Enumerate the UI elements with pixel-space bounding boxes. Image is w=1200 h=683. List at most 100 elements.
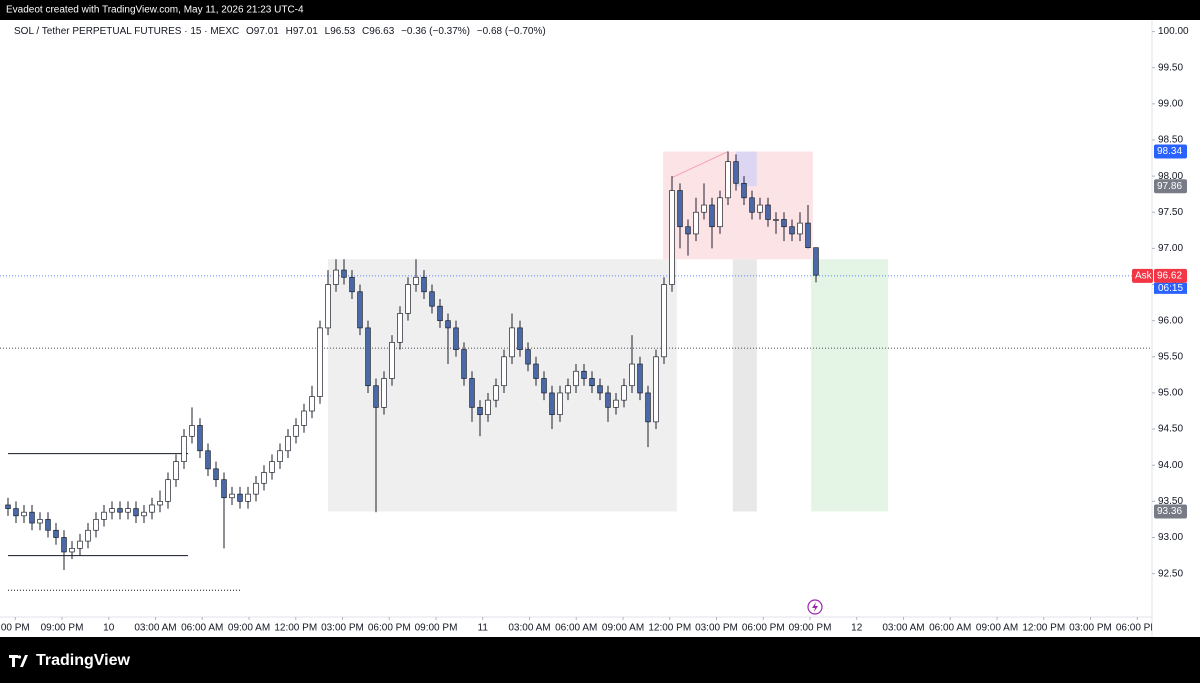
alert-icon[interactable] (807, 599, 823, 615)
x-tick-label: 03:00 PM (1069, 623, 1112, 634)
candle-body (93, 519, 99, 531)
logo-icon (9, 655, 28, 667)
price-label: 97.86 (1157, 181, 1182, 192)
candle-body (373, 385, 379, 408)
candle-body (413, 276, 419, 285)
candle-body (389, 342, 395, 379)
candle-body (333, 269, 339, 285)
candle-body (117, 508, 123, 513)
candle-body (45, 519, 51, 531)
candle-body (213, 468, 219, 481)
candle-body (325, 284, 331, 329)
x-tick-label: 06:00 PM (1116, 623, 1159, 634)
candle-body (261, 472, 267, 484)
price-label-box (1154, 504, 1187, 519)
candle-body (469, 378, 475, 408)
candle-body (85, 529, 91, 542)
candle-body (781, 219, 787, 228)
x-tick-label: 09:00 AM (228, 623, 270, 634)
candle-body (773, 219, 779, 221)
y-tick-label: 99.50 (1158, 62, 1183, 73)
candle-body (381, 378, 387, 408)
countdown: 06:15 (1158, 283, 1183, 294)
y-tick-label: 97.00 (1158, 243, 1183, 254)
x-tick-label: 03:00 AM (882, 623, 924, 634)
candle-body (741, 182, 747, 199)
ask-price-box (1154, 268, 1187, 283)
candle-body (109, 508, 115, 513)
x-tick-label: 10 (103, 623, 115, 634)
candle-body (693, 211, 699, 235)
candle-body (21, 511, 27, 517)
candle-body (253, 482, 259, 495)
candle-body (77, 540, 83, 549)
candle-body (485, 399, 491, 415)
candle-body (797, 222, 803, 235)
candle-body (349, 276, 355, 293)
candle-body (709, 204, 715, 228)
candle-body (429, 291, 435, 307)
candle-body (637, 363, 643, 394)
x-tick-label: 03:00 PM (321, 623, 364, 634)
candle-body (237, 493, 243, 502)
candle-body (189, 425, 195, 437)
candle-body (725, 161, 731, 199)
legend-value: C96.63 (362, 26, 395, 37)
candle-body (573, 370, 579, 387)
y-tick-label: 98.50 (1158, 135, 1183, 146)
legend-value: L96.53 (325, 26, 356, 37)
x-tick-label: 06:00 PM (368, 623, 411, 634)
zone (732, 259, 757, 512)
candle-body (13, 508, 19, 517)
footer-logo: TradingView (9, 652, 131, 669)
x-tick-label: 12:00 PM (648, 623, 691, 634)
y-tick-label: 100.00 (1158, 26, 1189, 37)
logo-text: TradingView (36, 652, 131, 669)
candle-body (29, 511, 35, 524)
candle-body (589, 378, 595, 387)
legend-value: −0.36 (−0.37%) (401, 26, 470, 37)
candle-body (661, 284, 667, 358)
candle-body (61, 537, 67, 553)
x-tick-label: 06:00 AM (555, 623, 597, 634)
candle-body (621, 385, 627, 401)
candle-body (165, 479, 171, 502)
x-tick-label: 09:00 PM (789, 623, 832, 634)
x-axis-labels: 00 PM 09:00 PM 10 03:00 AM 06:00 AM 09:00 AM 1… (1, 617, 1159, 634)
candle-body (557, 392, 563, 415)
candle-body (677, 190, 683, 228)
x-tick-label: 00 PM (1, 623, 30, 634)
price-label: 98.34 (1157, 146, 1182, 157)
candle-body (493, 385, 499, 401)
y-tick-label: 98.00 (1158, 171, 1183, 182)
candle-body (285, 435, 291, 452)
x-tick-label: 03:00 AM (508, 623, 550, 634)
candle-body (133, 508, 139, 517)
candle-body (341, 269, 347, 278)
zone (736, 151, 757, 187)
candle-body (605, 392, 611, 408)
ask-price: 96.62 (1157, 270, 1182, 281)
candle-body (533, 363, 539, 379)
candle-body (581, 370, 587, 379)
candle-body (669, 190, 675, 285)
x-tick-label: 09:00 AM (602, 623, 644, 634)
candle-body (509, 327, 515, 358)
x-tick-label: 09:00 AM (976, 623, 1018, 634)
zone (811, 259, 888, 512)
price-label-box (1154, 179, 1187, 194)
x-tick-label: 09:00 PM (415, 623, 458, 634)
candle-body (301, 410, 307, 426)
candle-body (453, 327, 459, 350)
candle-body (749, 197, 755, 213)
candle-body (125, 508, 131, 513)
candle-body (629, 363, 635, 387)
x-tick-label: 11 (478, 623, 489, 634)
candle-body (101, 511, 107, 520)
candle-body (173, 461, 179, 481)
candle-body (445, 320, 451, 329)
y-tick-label: 95.00 (1158, 388, 1183, 399)
x-tick-label: 03:00 PM (695, 623, 738, 634)
candle-body (653, 356, 659, 423)
candle-body (37, 519, 43, 524)
